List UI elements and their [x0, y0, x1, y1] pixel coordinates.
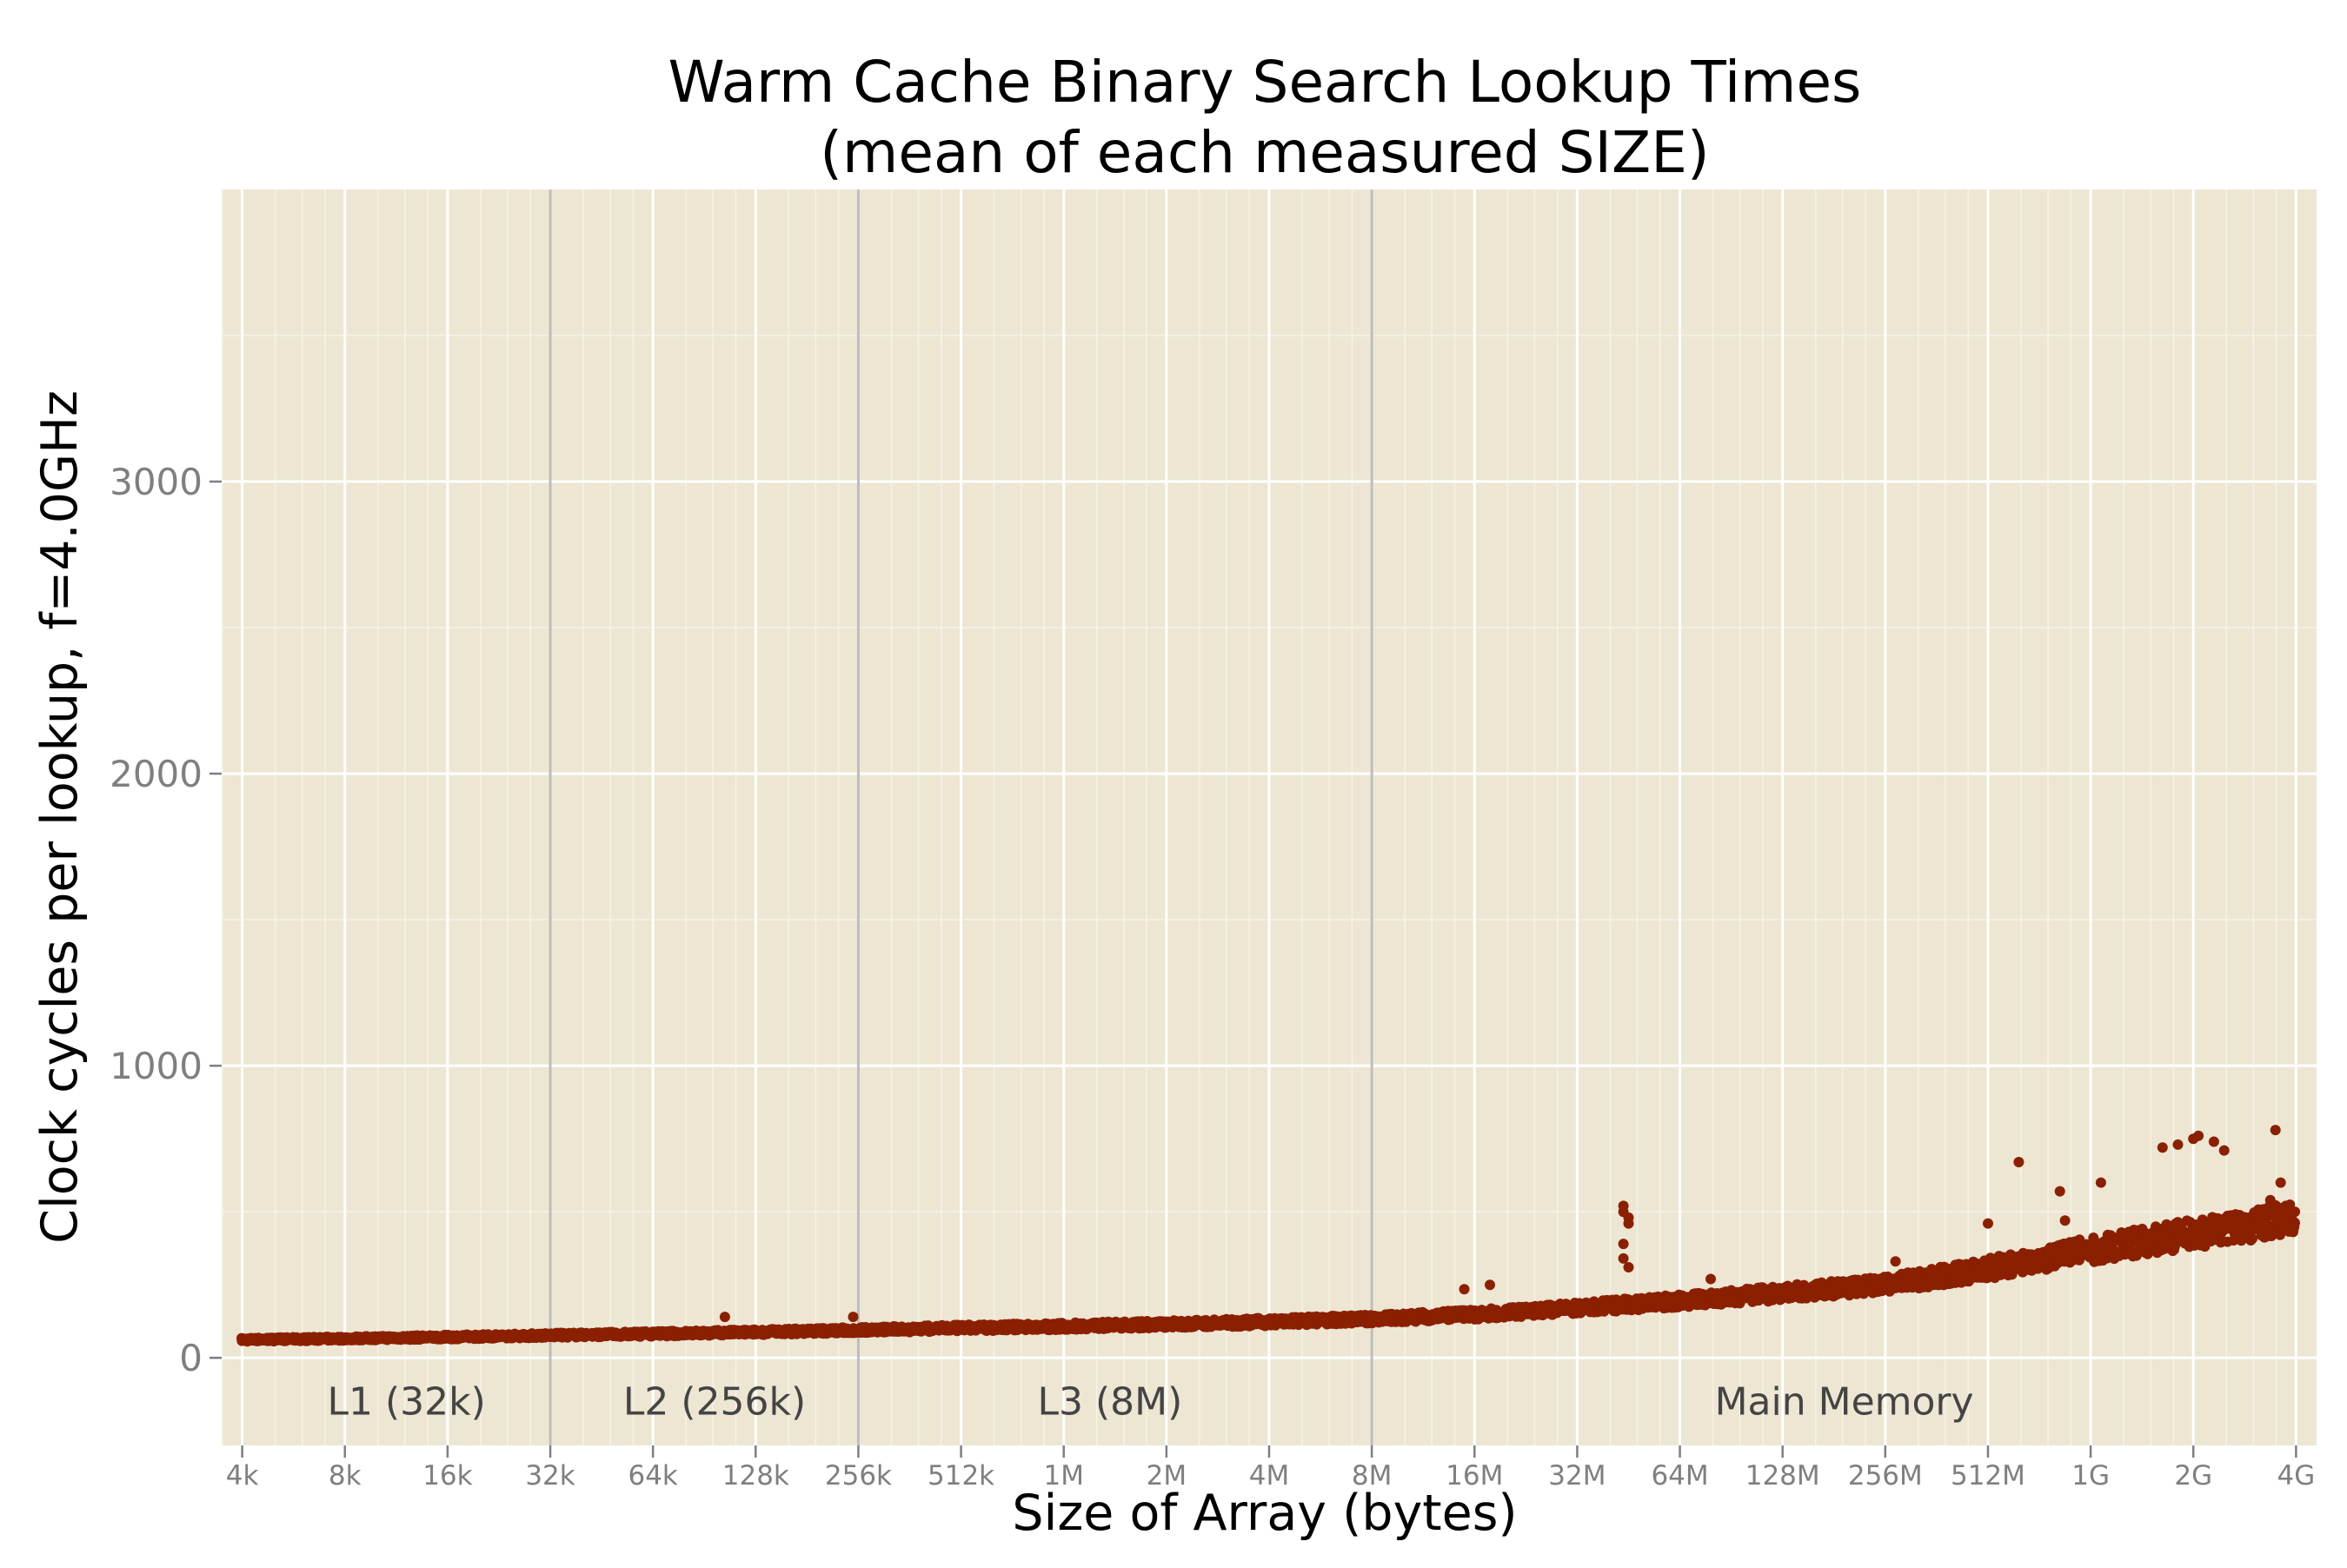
x-tick-label: 8k — [329, 1460, 362, 1492]
x-tick-label: 64k — [628, 1460, 677, 1492]
region-label: Main Memory — [1715, 1380, 1974, 1425]
data-point — [1618, 1252, 1629, 1264]
data-points — [236, 1125, 2301, 1347]
x-tick-label: 512k — [927, 1460, 994, 1492]
data-point — [2275, 1229, 2285, 1240]
y-tick-label: 3000 — [110, 461, 203, 503]
region-label: L1 (32k) — [327, 1380, 485, 1425]
x-tick-label: 256k — [825, 1460, 892, 1492]
y-tick-label: 2000 — [110, 753, 203, 795]
x-tick-label: 16M — [1446, 1460, 1503, 1492]
x-tick-label: 128k — [722, 1460, 789, 1492]
x-tick-label: 32M — [1548, 1460, 1606, 1492]
x-tick-label: 2G — [2174, 1460, 2212, 1492]
x-tick-label: 128M — [1745, 1460, 1820, 1492]
data-point — [2169, 1244, 2179, 1255]
x-tick-label: 16k — [422, 1460, 472, 1492]
y-tick-label: 0 — [179, 1337, 203, 1379]
x-tick-label: 1M — [1043, 1460, 1083, 1492]
x-axis-title: Size of Array (bytes) — [1012, 1485, 1517, 1542]
data-point — [1618, 1239, 1629, 1250]
region-label: L2 (256k) — [623, 1380, 806, 1425]
data-point — [1890, 1256, 1901, 1267]
data-point — [2264, 1194, 2276, 1206]
chart-title: Warm Cache Binary Search Lookup Times — [668, 49, 1862, 116]
data-point — [2208, 1136, 2219, 1147]
data-point — [2059, 1215, 2071, 1226]
x-tick-label: 4M — [1249, 1460, 1289, 1492]
x-tick-label: 4k — [226, 1460, 259, 1492]
chart-subtitle: (mean of each measured SIZE) — [820, 119, 1709, 186]
data-point — [1623, 1262, 1634, 1272]
data-point — [1623, 1218, 1634, 1229]
x-tick-label: 256M — [1848, 1460, 1923, 1492]
x-tick-label: 512M — [1951, 1460, 2025, 1492]
y-tick-label: 1000 — [110, 1045, 203, 1087]
data-point — [2193, 1130, 2204, 1141]
data-point — [2275, 1177, 2286, 1188]
x-tick-label: 32k — [525, 1460, 575, 1492]
data-point — [2270, 1125, 2281, 1136]
data-point — [2280, 1200, 2291, 1212]
data-point — [1983, 1218, 1993, 1229]
data-point — [719, 1312, 730, 1323]
x-tick-label: 2M — [1147, 1460, 1187, 1492]
data-point — [2218, 1145, 2230, 1156]
data-point — [2157, 1142, 2168, 1153]
region-label: L3 (8M) — [1037, 1380, 1182, 1425]
data-point — [848, 1312, 859, 1323]
data-point — [2290, 1206, 2301, 1218]
x-tick-label: 4G — [2277, 1460, 2315, 1492]
data-point — [2095, 1177, 2106, 1188]
y-axis-title: Clock cycles per lookup, f=4.0GHz — [31, 390, 89, 1244]
x-tick-label: 8M — [1352, 1460, 1392, 1492]
data-point — [2172, 1139, 2184, 1150]
x-tick-label: 64M — [1651, 1460, 1708, 1492]
x-tick-label: 1G — [2071, 1460, 2110, 1492]
data-point — [2247, 1233, 2257, 1245]
data-point — [1485, 1279, 1495, 1291]
data-point — [2013, 1157, 2025, 1167]
data-point — [1705, 1273, 1716, 1285]
data-point — [2054, 1186, 2065, 1197]
data-point — [2290, 1217, 2300, 1228]
plot-area: 0 1000 2000 3000 4k 8k 16k 32k 64k 128k 256k 512k 1M… — [110, 189, 2317, 1492]
data-point — [1459, 1284, 1470, 1295]
